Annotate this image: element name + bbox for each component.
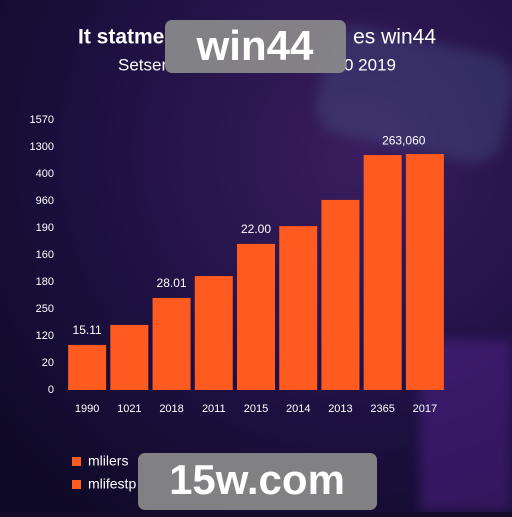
x-tick-label: 2015 [244, 403, 268, 415]
x-tick-label: 2365 [370, 403, 394, 415]
y-tick-label: 250 [36, 303, 54, 315]
watermark: 15w.com [169, 456, 345, 503]
bar [405, 154, 444, 390]
bar [237, 243, 275, 390]
x-tick-label: 2013 [328, 403, 352, 415]
legend-label: mlifestp [88, 476, 136, 492]
x-tick-label: 2017 [413, 403, 437, 415]
annotation: 28.01 [157, 276, 187, 290]
y-tick-label: 190 [36, 222, 54, 234]
bar [321, 199, 360, 390]
legend-swatch [72, 457, 81, 466]
title-left: It statme [78, 26, 164, 49]
y-tick-label: 180 [36, 276, 54, 288]
x-tick-label: 2014 [286, 403, 310, 415]
plot: 0 20 120 250 180 160 190 960 400 1300 1570 1990 1021… [30, 114, 444, 492]
bar [279, 226, 318, 390]
annotation: 15.11 [73, 323, 102, 337]
y-tick-label: 120 [36, 330, 54, 342]
subtitle-right: 0 2019 [344, 55, 396, 74]
x-tick-label: 1990 [75, 403, 99, 415]
y-tick-label: 0 [48, 384, 54, 396]
annotation: 263,060 [382, 133, 426, 147]
bar [68, 344, 107, 390]
y-tick-label: 20 [42, 357, 54, 369]
title-right: es win44 [353, 26, 436, 49]
legend-swatch [72, 480, 81, 489]
x-tick-label: 1021 [117, 403, 141, 415]
y-tick-label: 960 [36, 195, 54, 207]
bar [194, 276, 233, 390]
subtitle-left: Setser [118, 55, 167, 74]
watermark: win44 [196, 22, 314, 69]
watermark-box [138, 453, 377, 510]
y-tick-label: 1300 [30, 141, 54, 153]
blurred-sign [316, 27, 512, 163]
bar [363, 155, 402, 390]
bar [110, 324, 149, 390]
x-tick-label: 2018 [159, 403, 183, 415]
y-tick-label: 1570 [30, 114, 54, 126]
annotation: 22.00 [241, 222, 271, 236]
legend-label: mlilers [88, 453, 128, 469]
y-tick-label: 160 [36, 249, 54, 261]
watermark-box [165, 20, 346, 73]
bar [152, 297, 191, 390]
x-tick-label: 2011 [202, 403, 226, 415]
y-tick-label: 400 [36, 168, 54, 180]
